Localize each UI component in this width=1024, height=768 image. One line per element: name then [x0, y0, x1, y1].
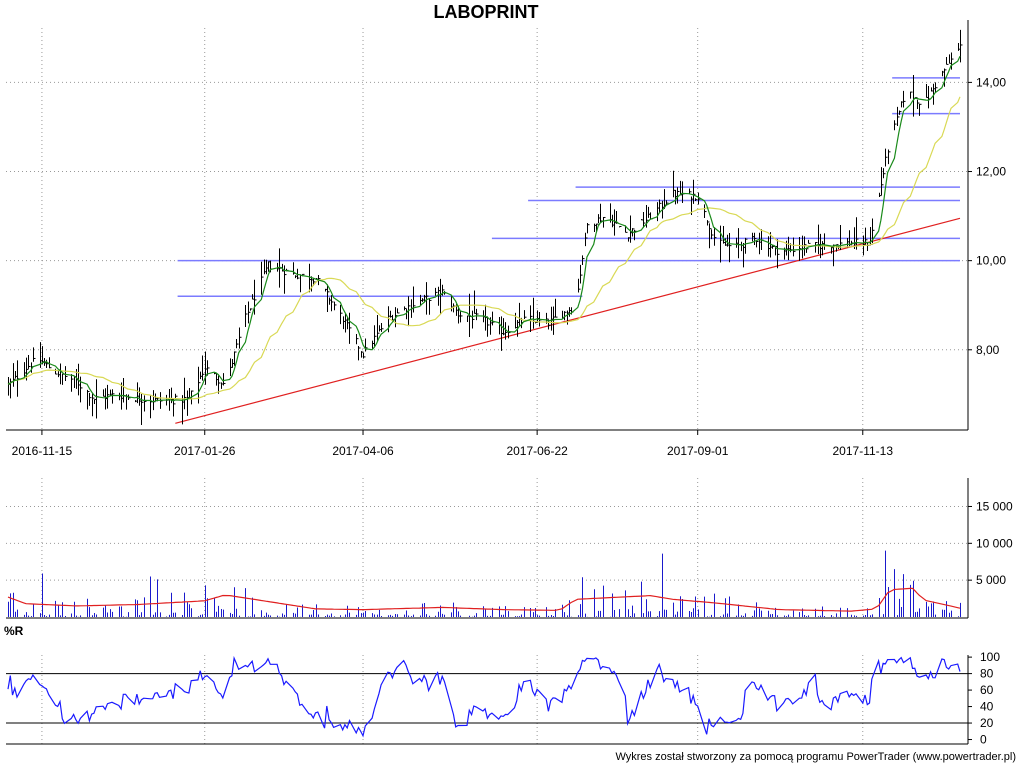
volume-bars [7, 550, 961, 617]
volume-average-line [7, 587, 961, 612]
wr-y-tick-label: 100 [980, 650, 1000, 664]
price-y-tick-label: 14,00 [976, 75, 1006, 89]
wr-y-tick-label: 40 [980, 700, 994, 714]
wr-y-tick-label: 60 [980, 683, 994, 697]
price-bars [8, 29, 963, 425]
x-tick-label: 2017-09-01 [667, 444, 729, 458]
williams-r-line [7, 655, 961, 738]
chart-title: LABOPRINT [433, 2, 539, 22]
axes-frame [6, 20, 972, 745]
axis-labels: 2016-11-15 2017-01-26 2017-04-06 2017-06-22… [12, 75, 1013, 746]
wr-y-tick-label: 80 [980, 667, 994, 681]
sma-long-line [7, 96, 961, 400]
footer-credit: Wykres został stworzony za pomocą progra… [615, 751, 1016, 763]
volume-y-tick-label: 10 000 [976, 536, 1013, 550]
x-tick-label: 2017-06-22 [506, 444, 568, 458]
volume-y-tick-label: 5 000 [976, 573, 1006, 587]
wr-y-tick-label: 20 [980, 716, 994, 730]
sma-short-line [7, 55, 961, 403]
volume-y-tick-label: 15 000 [976, 499, 1013, 513]
x-tick-label: 2016-11-15 [12, 444, 73, 458]
moving-averages [7, 55, 961, 403]
x-tick-label: 2017-01-26 [174, 444, 236, 458]
indicator-label: %R [4, 624, 24, 638]
x-tick-label: 2017-04-06 [332, 444, 394, 458]
horizontal-levels [177, 77, 960, 298]
price-y-tick-label: 10,00 [976, 254, 1006, 268]
price-y-tick-label: 8,00 [976, 343, 1000, 357]
x-tick-label: 2017-11-13 [833, 444, 894, 458]
price-y-tick-label: 12,00 [976, 165, 1006, 179]
grid-layer [6, 28, 968, 744]
williams-r-layer [6, 655, 968, 738]
wr-y-tick-label: 0 [980, 733, 987, 747]
